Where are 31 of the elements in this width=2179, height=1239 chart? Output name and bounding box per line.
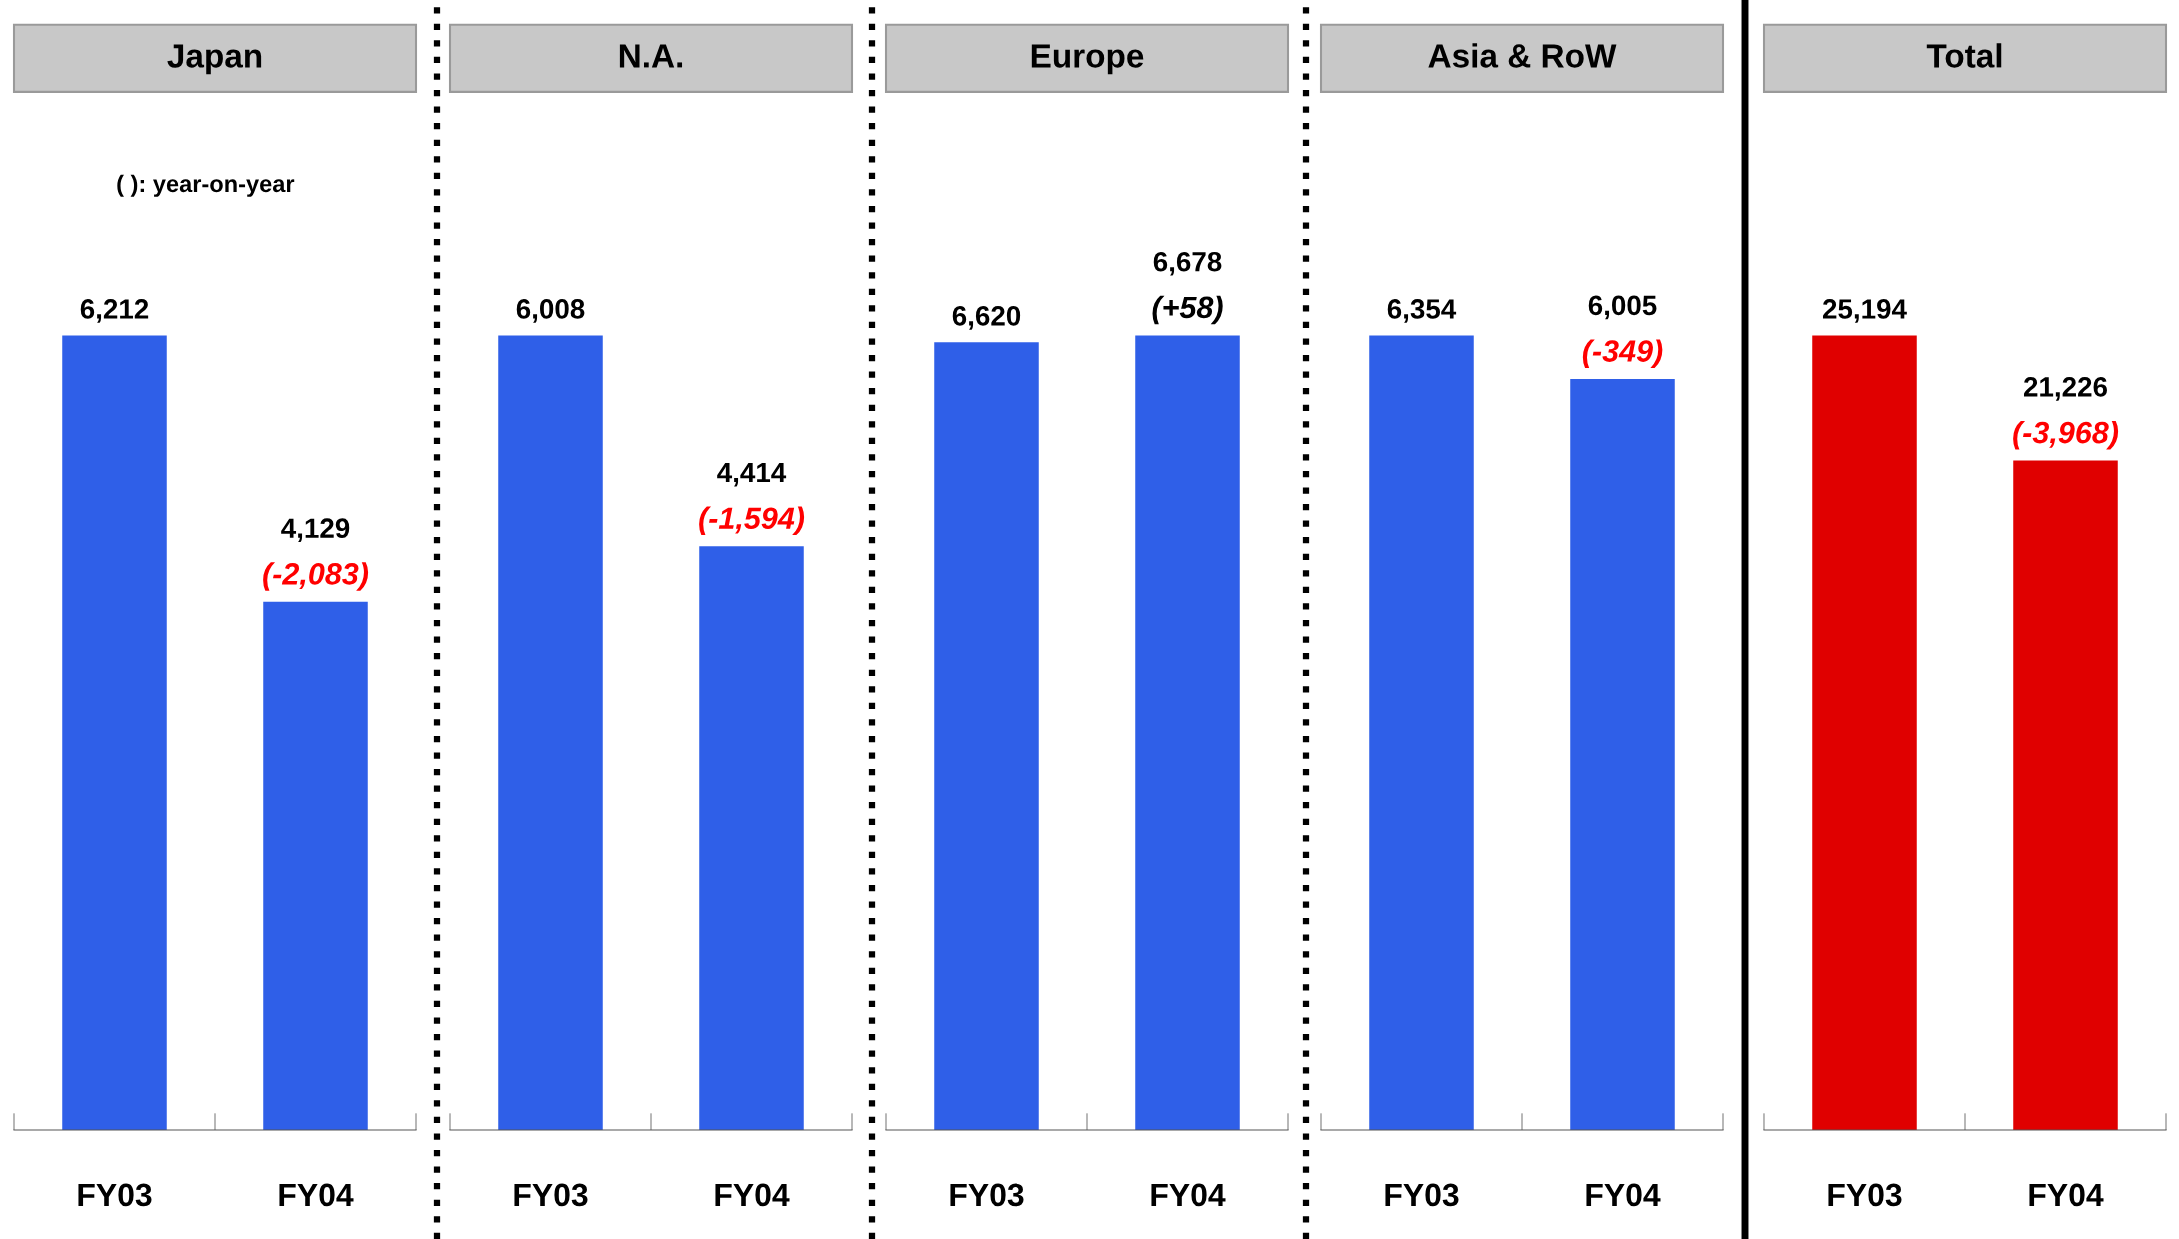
data-label: 6,620 xyxy=(952,306,1021,330)
chart-title: N.A. xyxy=(619,44,683,68)
x-tick-label: FY04 xyxy=(1151,1183,1226,1207)
text: ( ): year-on-year xyxy=(117,174,295,197)
data-label: 4,129 xyxy=(281,518,350,543)
data-label: 6,005 xyxy=(1588,295,1657,320)
annotation: (-3,968) xyxy=(2013,420,2119,450)
data-label: 6,678 xyxy=(1153,251,1222,276)
x-tick-label: FY03 xyxy=(514,1183,588,1207)
x-tick-label: FY03 xyxy=(78,1183,152,1207)
x-tick-label: FY04 xyxy=(715,1183,790,1207)
annotation: (-349) xyxy=(1582,339,1663,368)
data-label: 6,212 xyxy=(80,299,149,323)
data-label: 25,194 xyxy=(1822,299,1907,323)
chart-title: Japan xyxy=(167,44,262,75)
x-tick-label: FY04 xyxy=(1586,1183,1661,1207)
data-label: 6,008 xyxy=(516,299,585,323)
x-tick-label: FY04 xyxy=(279,1183,354,1207)
chart-title: Asia & RoW xyxy=(1428,43,1617,68)
x-tick-label: FY04 xyxy=(2029,1183,2104,1207)
chart-title: Total xyxy=(1926,43,2002,68)
annotation: (+58) xyxy=(1152,295,1223,325)
data-label: 4,414 xyxy=(717,463,787,487)
data-label: 21,226 xyxy=(2023,377,2107,401)
annotation: (-2,083) xyxy=(263,562,369,591)
x-tick-label: FY03 xyxy=(1385,1183,1459,1207)
x-tick-label: FY03 xyxy=(1828,1183,1902,1207)
annotation: (-1,594) xyxy=(699,506,805,536)
chart-title: Europe xyxy=(1031,44,1144,75)
x-tick-label: FY03 xyxy=(950,1183,1024,1207)
data-label: 6,354 xyxy=(1387,299,1457,323)
